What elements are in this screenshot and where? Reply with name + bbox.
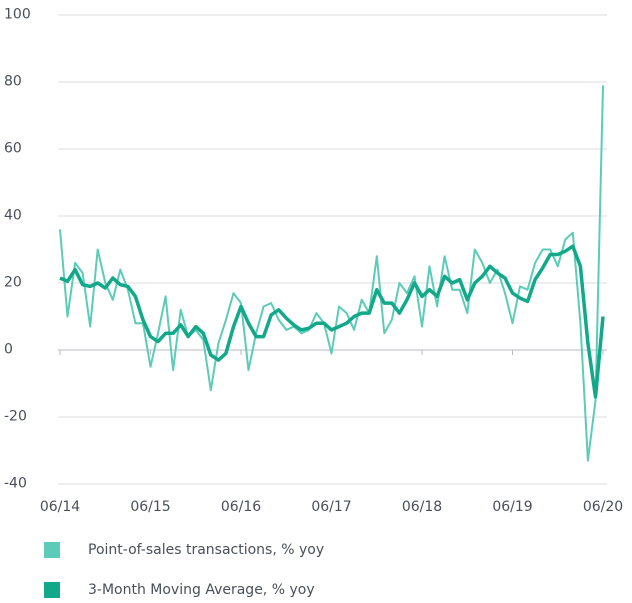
x-tick-label: 06/15 [130, 499, 170, 515]
x-tick-label: 06/19 [492, 499, 532, 515]
y-tick-label: -40 [4, 476, 27, 492]
legend-label: Point-of-sales transactions, % yoy [88, 542, 324, 558]
legend-label: 3-Month Moving Average, % yoy [88, 582, 315, 598]
y-tick-label: 100 [4, 7, 31, 23]
y-tick-label: 0 [4, 342, 13, 358]
x-tick-label: 06/18 [402, 499, 442, 515]
x-tick-label: 06/20 [583, 499, 623, 515]
y-tick-label: 40 [4, 208, 22, 224]
y-tick-label: -20 [4, 409, 27, 425]
y-tick-label: 80 [4, 74, 22, 90]
x-tick-label: 06/14 [40, 499, 80, 515]
legend-swatch [44, 542, 60, 558]
series-line [59, 85, 604, 462]
series-line [59, 244, 605, 399]
x-tick-label: 06/16 [221, 499, 261, 515]
legend-swatch [44, 582, 60, 598]
y-tick-label: 20 [4, 275, 22, 291]
y-tick-label: 60 [4, 141, 22, 157]
x-tick-label: 06/17 [311, 499, 351, 515]
